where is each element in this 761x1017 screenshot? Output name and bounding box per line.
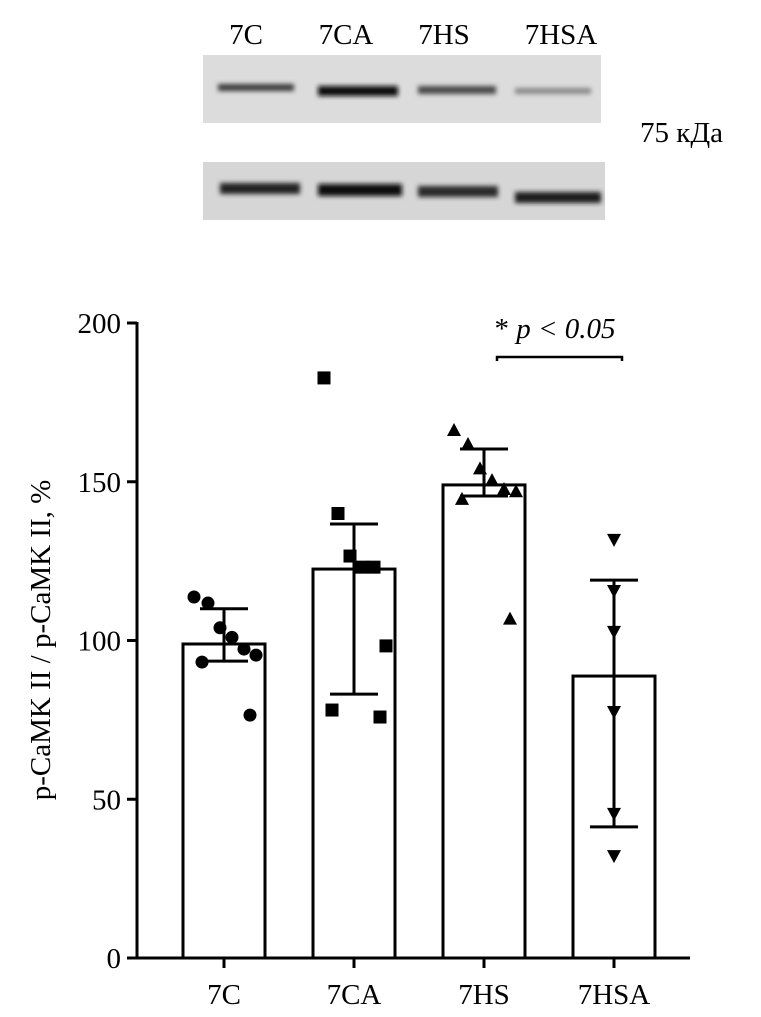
data-point — [201, 596, 215, 610]
data-point — [225, 630, 239, 644]
data-point — [607, 807, 621, 821]
data-point — [497, 482, 511, 496]
significance-label: * p < 0.05 — [494, 313, 615, 345]
data-point — [249, 648, 263, 662]
bars — [181, 371, 657, 960]
x-tick-label: 7CA — [327, 979, 382, 1011]
data-point — [461, 436, 475, 450]
data-point — [503, 611, 517, 625]
lane-label-7hs: 7HS — [418, 19, 470, 51]
western-blot: 7C 7CA 7HS 7HSA 75 кДа — [203, 19, 723, 220]
data-point — [195, 655, 209, 669]
data-point — [379, 639, 393, 653]
y-tick-label: 50 — [92, 784, 121, 816]
bar-chart: p-CaMK II / p-CaMK II, % 0 50 100 150 200 7C… — [25, 308, 690, 1011]
y-tick-label: 0 — [107, 943, 122, 975]
data-point — [607, 625, 621, 639]
size-marker-label: 75 кДа — [640, 117, 723, 149]
y-tick-label: 150 — [78, 467, 122, 499]
data-point — [325, 703, 339, 717]
significance-bracket — [495, 355, 624, 361]
data-point — [485, 473, 499, 487]
data-point — [607, 584, 621, 598]
data-point — [509, 484, 523, 498]
data-point — [607, 850, 621, 864]
blot-bands-top — [218, 84, 591, 96]
x-tick-label: 7C — [207, 979, 241, 1011]
lane-label-7hsa: 7HSA — [525, 19, 598, 51]
bar-7c — [181, 642, 267, 960]
data-point — [607, 705, 621, 719]
significance-text: p < 0.05 — [514, 313, 615, 345]
data-point — [331, 507, 345, 520]
data-point — [473, 461, 487, 475]
y-tick-label: 200 — [78, 308, 122, 340]
data-point — [607, 533, 621, 547]
data-point — [243, 708, 257, 722]
significance-star: * — [494, 313, 509, 345]
x-tick-label: 7HSA — [578, 979, 651, 1011]
data-point — [367, 560, 381, 574]
data-point — [455, 491, 469, 505]
data-point — [343, 549, 357, 563]
significance-annotation: * p < 0.05 — [494, 313, 624, 361]
data-point — [213, 621, 227, 635]
data-point — [447, 422, 461, 436]
y-axis-label: p-CaMK II / p-CaMK II, % — [25, 480, 57, 801]
x-axis: 7C 7CA 7HS 7HSA — [137, 956, 690, 1011]
x-tick-label: 7HS — [458, 979, 510, 1011]
bar-7hs — [441, 483, 527, 960]
data-point — [237, 642, 251, 656]
data-point — [187, 590, 201, 604]
lane-label-7c: 7C — [229, 19, 263, 51]
y-tick-label: 100 — [78, 626, 122, 658]
blot-bands-bottom — [220, 183, 601, 203]
data-point — [317, 371, 331, 385]
data-point — [373, 710, 387, 724]
data-point — [355, 560, 369, 574]
y-axis: 0 50 100 150 200 — [78, 308, 139, 975]
lane-label-7ca: 7CA — [319, 19, 374, 51]
